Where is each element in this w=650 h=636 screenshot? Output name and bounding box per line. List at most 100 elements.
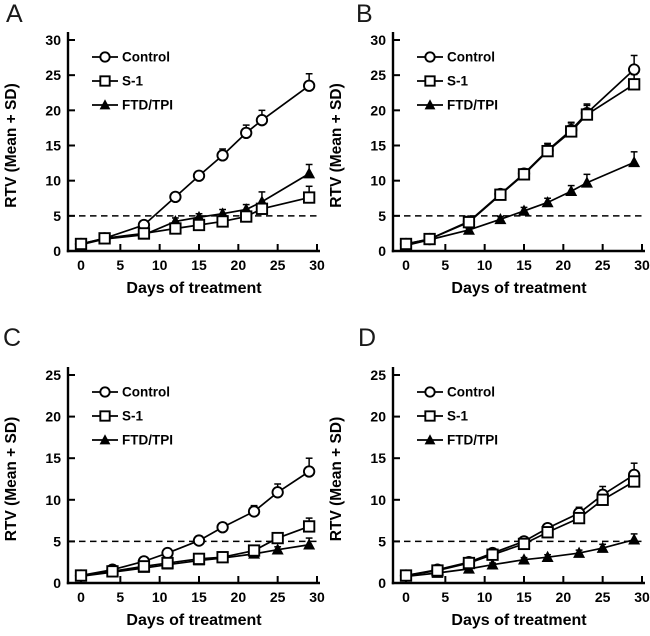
s1-marker-square (216, 215, 229, 228)
legend-label-ftdtpi: FTD/TPI (122, 433, 173, 448)
legend-s1-marker-square (99, 75, 111, 87)
y-tick-label: 20 (370, 409, 386, 425)
x-tick-label: 5 (441, 257, 449, 273)
legend-control-marker-circle (424, 386, 436, 398)
x-tick-label: 5 (116, 589, 124, 605)
control-marker-circle (169, 190, 182, 203)
ftdtpi-marker-triangle (628, 155, 641, 168)
x-tick-label: 10 (477, 257, 493, 273)
series-markers-s1 (399, 78, 641, 251)
control-marker-circle (216, 149, 229, 162)
s1-marker-square (565, 125, 578, 138)
s1-marker-square (462, 216, 476, 229)
ftdtpi-marker-triangle (541, 550, 554, 563)
s1-marker-square (169, 222, 182, 235)
x-tick-label: 20 (231, 257, 247, 273)
y-axis-title: RTV (Mean + SD) (328, 83, 345, 207)
x-tick-label: 30 (634, 589, 650, 605)
axes: 0 5 10 15 20 25 0 5 10 15 20 25 30 (45, 367, 325, 605)
s1-marker-square (517, 168, 531, 181)
ftdtpi-marker-triangle (596, 541, 609, 553)
chart-b: 0 5 10 15 20 25 30 0 5 10 15 20 25 30 RTV (Mean + SD) D… (328, 32, 650, 297)
axes: 0 5 10 15 20 25 30 0 5 10 15 20 25 30 (370, 32, 650, 273)
y-tick-label: 20 (45, 409, 61, 425)
control-marker-circle (192, 169, 206, 182)
y-tick-label: 20 (45, 102, 61, 118)
legend-label-control: Control (122, 50, 170, 65)
y-tick-label: 10 (45, 492, 61, 508)
s1-marker-square (74, 569, 88, 582)
s1-marker-square (517, 537, 531, 551)
control-marker-circle (627, 63, 641, 76)
y-axis-title: RTV (Mean + SD) (3, 83, 20, 207)
x-tick-label: 15 (516, 589, 532, 605)
s1-marker-square (596, 493, 609, 506)
x-tick-label: 20 (556, 257, 572, 273)
series-markers-control (399, 63, 641, 251)
y-tick-label: 0 (378, 243, 386, 259)
y-tick-label: 0 (378, 575, 386, 591)
s1-marker-square (627, 475, 641, 488)
control-marker-circle (302, 79, 316, 92)
s1-marker-square (216, 551, 229, 564)
s1-marker-square (192, 552, 206, 566)
error-bars-control (402, 462, 638, 576)
y-tick-label: 30 (370, 32, 386, 48)
x-tick-label: 0 (77, 589, 85, 605)
series-line-s1 (405, 83, 635, 245)
panel-label-b: B (356, 0, 373, 28)
legend-label-s1: S-1 (122, 409, 144, 424)
control-marker-circle (192, 534, 206, 547)
s1-marker-square (541, 526, 554, 539)
legend-ftdtpi-marker-triangle (424, 99, 436, 110)
x-tick-label: 20 (556, 589, 572, 605)
y-tick-label: 0 (53, 575, 61, 591)
s1-marker-square (627, 78, 641, 91)
x-tick-label: 25 (270, 257, 286, 273)
legend-label-ftdtpi: FTD/TPI (122, 98, 173, 113)
s1-marker-square (399, 237, 413, 251)
ftdtpi-marker-triangle (303, 167, 316, 179)
legend-ftdtpi-marker-triangle (424, 434, 436, 445)
series-line-control (405, 68, 635, 245)
axes: 0 5 10 15 20 25 0 5 10 15 20 25 30 (370, 367, 650, 605)
chart-a: 0 5 10 15 20 25 30 0 5 10 15 20 25 30 RTV (Mean + SD) D… (3, 32, 325, 297)
s1-marker-square (271, 531, 284, 545)
x-tick-label: 0 (402, 257, 410, 273)
legend-label-ftdtpi: FTD/TPI (447, 433, 498, 448)
panel-c: C 0 5 10 15 20 25 0 5 10 15 20 25 30 RTV (Mean + SD) D… (0, 318, 325, 636)
s1-marker-square (74, 237, 88, 251)
legend-ftdtpi-marker-triangle (99, 99, 111, 110)
x-tick-label: 15 (191, 589, 207, 605)
control-marker-circle (240, 126, 253, 139)
x-tick-label: 5 (116, 257, 124, 273)
y-tick-label: 10 (45, 173, 61, 189)
y-axis-title: RTV (Mean + SD) (3, 417, 20, 541)
panel-label-c: C (3, 324, 22, 352)
y-axis-title: RTV (Mean + SD) (328, 417, 345, 541)
y-tick-label: 30 (45, 32, 61, 48)
x-tick-label: 30 (634, 257, 650, 273)
ftdtpi-marker-triangle (541, 196, 554, 208)
ftdtpi-marker-triangle (628, 533, 641, 545)
series-markers-s1 (399, 475, 641, 582)
x-tick-label: 30 (309, 257, 325, 273)
x-tick-label: 5 (441, 589, 449, 605)
s1-marker-square (302, 191, 316, 204)
y-tick-label: 10 (370, 173, 386, 189)
y-tick-label: 20 (370, 102, 386, 118)
legend-label-control: Control (447, 50, 495, 65)
x-tick-label: 10 (152, 257, 168, 273)
ftdtpi-marker-triangle (573, 546, 586, 558)
x-tick-label: 25 (270, 589, 286, 605)
control-marker-circle (216, 521, 229, 534)
s1-marker-square (302, 520, 316, 533)
chart-d: 0 5 10 15 20 25 0 5 10 15 20 25 30 RTV (Mean + SD) Day… (328, 367, 650, 629)
ftdtpi-marker-triangle (518, 553, 530, 565)
s1-marker-square (423, 232, 436, 246)
y-tick-label: 25 (45, 367, 61, 383)
legend-label-s1: S-1 (122, 74, 144, 89)
x-tick-label: 0 (402, 589, 410, 605)
s1-marker-square (240, 210, 253, 223)
y-tick-label: 5 (53, 208, 61, 224)
